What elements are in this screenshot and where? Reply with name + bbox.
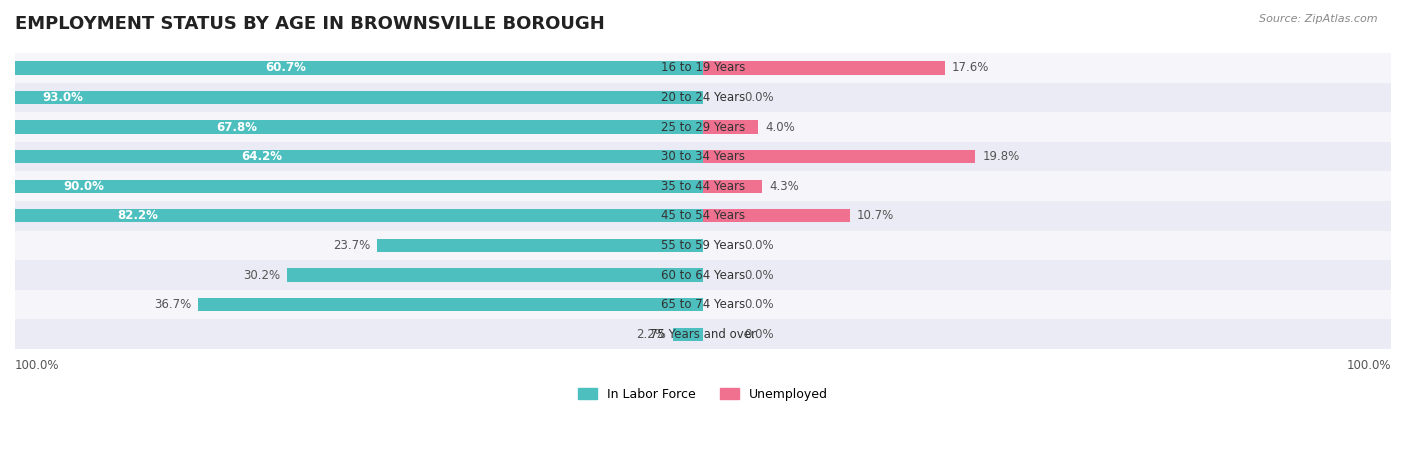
- Text: EMPLOYMENT STATUS BY AGE IN BROWNSVILLE BOROUGH: EMPLOYMENT STATUS BY AGE IN BROWNSVILLE …: [15, 15, 605, 33]
- Text: 23.7%: 23.7%: [333, 239, 370, 252]
- Text: 82.2%: 82.2%: [117, 209, 157, 222]
- Bar: [703, 180, 762, 193]
- Text: 55 to 59 Years: 55 to 59 Years: [661, 239, 745, 252]
- Text: 4.3%: 4.3%: [769, 180, 799, 193]
- Text: 0.0%: 0.0%: [744, 239, 773, 252]
- Bar: [0, 171, 1391, 201]
- Bar: [0, 290, 1391, 320]
- Text: 17.6%: 17.6%: [952, 61, 990, 74]
- Text: 75 Years and over: 75 Years and over: [650, 328, 756, 341]
- Text: 30 to 34 Years: 30 to 34 Years: [661, 150, 745, 163]
- Text: 90.0%: 90.0%: [63, 180, 104, 193]
- Text: 0.0%: 0.0%: [744, 298, 773, 311]
- Text: 16 to 19 Years: 16 to 19 Years: [661, 61, 745, 74]
- Bar: [703, 209, 851, 222]
- Bar: [0, 61, 703, 75]
- Text: Source: ZipAtlas.com: Source: ZipAtlas.com: [1260, 14, 1378, 23]
- Text: 100.0%: 100.0%: [1347, 360, 1391, 372]
- Text: 0.0%: 0.0%: [744, 269, 773, 282]
- Bar: [0, 320, 1391, 349]
- Text: 93.0%: 93.0%: [42, 91, 83, 104]
- Text: 0.0%: 0.0%: [744, 328, 773, 341]
- Bar: [198, 298, 703, 311]
- Text: 60 to 64 Years: 60 to 64 Years: [661, 269, 745, 282]
- Bar: [0, 150, 703, 163]
- Bar: [377, 239, 703, 252]
- Bar: [703, 150, 976, 163]
- Text: 0.0%: 0.0%: [744, 91, 773, 104]
- Bar: [703, 61, 945, 75]
- Bar: [0, 83, 1391, 112]
- Text: 25 to 29 Years: 25 to 29 Years: [661, 121, 745, 134]
- Bar: [0, 260, 1391, 290]
- Text: 30.2%: 30.2%: [243, 269, 281, 282]
- Text: 100.0%: 100.0%: [15, 360, 59, 372]
- Text: 65 to 74 Years: 65 to 74 Years: [661, 298, 745, 311]
- Bar: [0, 142, 1391, 171]
- Bar: [287, 268, 703, 282]
- Bar: [0, 201, 1391, 230]
- Bar: [0, 230, 1391, 260]
- Text: 35 to 44 Years: 35 to 44 Years: [661, 180, 745, 193]
- Bar: [0, 121, 703, 134]
- Text: 10.7%: 10.7%: [858, 209, 894, 222]
- Text: 4.0%: 4.0%: [765, 121, 794, 134]
- Bar: [0, 91, 703, 104]
- Text: 64.2%: 64.2%: [240, 150, 281, 163]
- Legend: In Labor Force, Unemployed: In Labor Force, Unemployed: [572, 383, 834, 406]
- Text: 2.2%: 2.2%: [636, 328, 666, 341]
- Bar: [672, 328, 703, 341]
- Bar: [0, 112, 1391, 142]
- Text: 45 to 54 Years: 45 to 54 Years: [661, 209, 745, 222]
- Bar: [703, 121, 758, 134]
- Bar: [0, 180, 703, 193]
- Bar: [0, 209, 703, 222]
- Text: 36.7%: 36.7%: [153, 298, 191, 311]
- Text: 60.7%: 60.7%: [264, 61, 307, 74]
- Text: 20 to 24 Years: 20 to 24 Years: [661, 91, 745, 104]
- Text: 19.8%: 19.8%: [983, 150, 1019, 163]
- Bar: [0, 53, 1391, 83]
- Text: 67.8%: 67.8%: [217, 121, 257, 134]
